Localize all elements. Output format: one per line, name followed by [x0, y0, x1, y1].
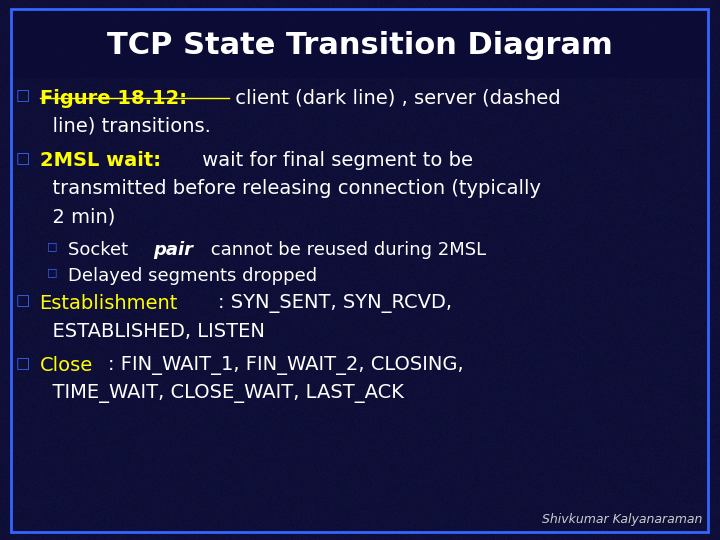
Text: : SYN_SENT, SYN_RCVD,: : SYN_SENT, SYN_RCVD, — [218, 294, 452, 313]
Text: □: □ — [47, 267, 57, 278]
Text: □: □ — [16, 151, 30, 166]
Text: : FIN_WAIT_1, FIN_WAIT_2, CLOSING,: : FIN_WAIT_1, FIN_WAIT_2, CLOSING, — [108, 356, 464, 375]
Text: □: □ — [47, 241, 57, 251]
Text: 2 min): 2 min) — [40, 207, 115, 226]
Text: Figure 18.12:: Figure 18.12: — [40, 89, 186, 107]
Text: TCP State Transition Diagram: TCP State Transition Diagram — [107, 31, 613, 60]
Text: transmitted before releasing connection (typically: transmitted before releasing connection … — [40, 179, 541, 198]
Text: cannot be reused during 2MSL: cannot be reused during 2MSL — [205, 241, 486, 259]
Text: Delayed segments dropped: Delayed segments dropped — [68, 267, 318, 286]
Text: client (dark line) , server (dashed: client (dark line) , server (dashed — [229, 89, 561, 107]
Text: □: □ — [16, 294, 30, 308]
Bar — [11, 9, 708, 78]
Text: wait for final segment to be: wait for final segment to be — [196, 151, 473, 170]
Text: Establishment: Establishment — [40, 294, 178, 313]
Text: line) transitions.: line) transitions. — [40, 117, 210, 136]
Text: 2MSL wait:: 2MSL wait: — [40, 151, 161, 170]
Text: TIME_WAIT, CLOSE_WAIT, LAST_ACK: TIME_WAIT, CLOSE_WAIT, LAST_ACK — [40, 384, 403, 403]
Text: Close: Close — [40, 356, 93, 375]
Text: □: □ — [16, 89, 30, 104]
Text: ESTABLISHED, LISTEN: ESTABLISHED, LISTEN — [40, 322, 264, 341]
Text: pair: pair — [153, 241, 194, 259]
Text: □: □ — [16, 356, 30, 371]
Text: Socket: Socket — [68, 241, 134, 259]
Text: Shivkumar Kalyanaraman: Shivkumar Kalyanaraman — [541, 514, 702, 526]
